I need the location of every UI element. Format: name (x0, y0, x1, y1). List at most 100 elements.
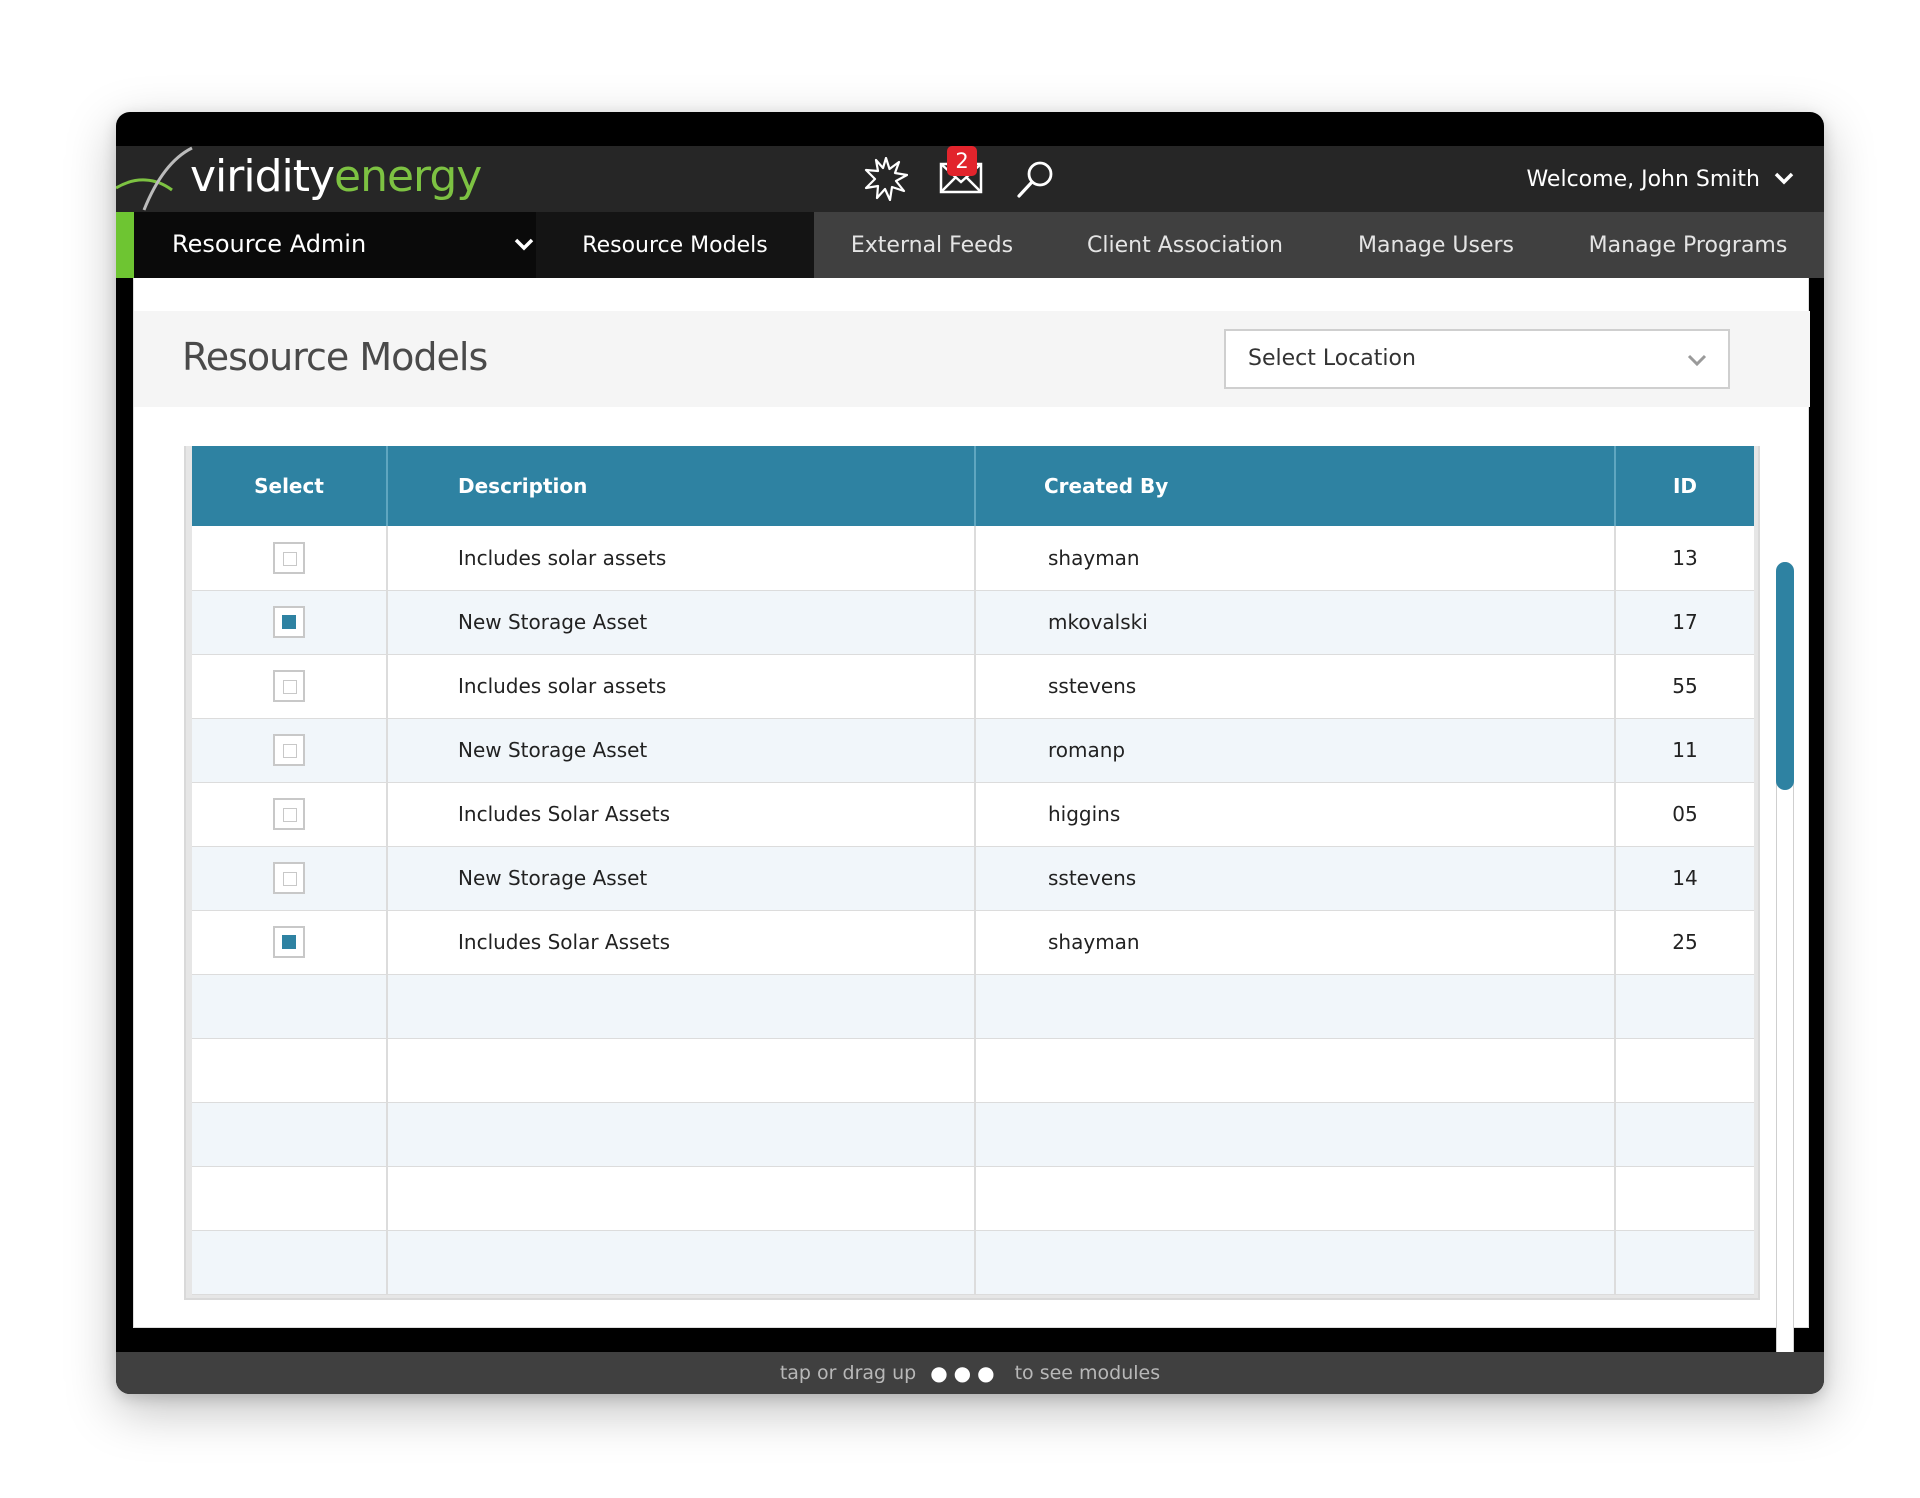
table-row[interactable]: Includes Solar Assets shayman 25 (192, 910, 1754, 975)
created-by-cell: mkovalski (975, 590, 1616, 655)
select-cell (192, 846, 388, 911)
row-checkbox[interactable] (273, 734, 305, 766)
top-bar: viridityenergy 2 (116, 146, 1824, 212)
empty-cell (192, 1102, 388, 1167)
mail-badge: 2 (947, 146, 977, 176)
search-icon[interactable] (1006, 146, 1066, 212)
description-cell: Includes Solar Assets (387, 910, 976, 975)
empty-table-row (192, 1166, 1754, 1231)
footer-hint-after: to see modules (1014, 1362, 1161, 1384)
id-cell: 13 (1615, 526, 1754, 591)
location-select-value: Select Location (1248, 346, 1416, 371)
empty-cell (1615, 1038, 1754, 1103)
id-cell: 25 (1615, 910, 1754, 975)
chevron-down-icon (1687, 354, 1707, 367)
tab-resource-models[interactable]: Resource Models (536, 212, 814, 278)
id-cell: 11 (1615, 718, 1754, 783)
id-cell: 14 (1615, 846, 1754, 911)
row-checkbox[interactable] (273, 670, 305, 702)
table-row[interactable]: New Storage Asset mkovalski 17 (192, 590, 1754, 655)
column-header-description[interactable]: Description (387, 446, 976, 526)
drag-dots-icon[interactable]: ●●● (930, 1361, 1001, 1385)
table-row[interactable]: Includes solar assets shayman 13 (192, 526, 1754, 591)
starburst-icon[interactable] (856, 146, 916, 212)
description-cell: New Storage Asset (387, 846, 976, 911)
select-cell (192, 654, 388, 719)
logo-swoosh-icon (116, 146, 193, 211)
column-header-select[interactable]: Select (192, 446, 388, 526)
table-row[interactable]: Includes Solar Assets higgins 05 (192, 782, 1754, 847)
empty-table-row (192, 1230, 1754, 1295)
created-by-cell: shayman (975, 910, 1616, 975)
empty-cell (192, 1038, 388, 1103)
description-cell: New Storage Asset (387, 718, 976, 783)
description-cell: Includes solar assets (387, 654, 976, 719)
empty-cell (387, 1166, 976, 1231)
id-cell: 05 (1615, 782, 1754, 847)
created-by-cell: higgins (975, 782, 1616, 847)
table-container: Select Description Created By ID Include… (184, 446, 1760, 1300)
row-checkbox[interactable] (273, 926, 305, 958)
row-checkbox[interactable] (273, 606, 305, 638)
empty-cell (1615, 1166, 1754, 1231)
empty-table-row (192, 1038, 1754, 1103)
app-window: viridityenergy 2 (116, 112, 1824, 1394)
table-header-row: Select Description Created By ID (192, 446, 1754, 526)
created-by-cell: shayman (975, 526, 1616, 591)
chevron-down-icon (1774, 172, 1794, 185)
empty-cell (1615, 1102, 1754, 1167)
location-select[interactable]: Select Location (1224, 329, 1730, 389)
column-header-created-by[interactable]: Created By (975, 446, 1616, 526)
table-row[interactable]: Includes solar assets sstevens 55 (192, 654, 1754, 719)
scrollbar-thumb[interactable] (1776, 562, 1794, 790)
description-cell: Includes Solar Assets (387, 782, 976, 847)
empty-cell (387, 1038, 976, 1103)
main-nav: Resource Admin Resource Models External … (116, 212, 1824, 278)
empty-cell (975, 1038, 1616, 1103)
table-row[interactable]: New Storage Asset romanp 11 (192, 718, 1754, 783)
chevron-down-icon (514, 238, 534, 251)
tab-manage-users[interactable]: Manage Users (1358, 232, 1514, 258)
description-cell: Includes solar assets (387, 526, 976, 591)
tab-external-feeds[interactable]: External Feeds (850, 232, 1014, 258)
select-cell (192, 526, 388, 591)
empty-cell (975, 974, 1616, 1039)
page-title: Resource Models (182, 335, 488, 379)
content-panel: Resource Models Select Location Selec (133, 278, 1810, 1328)
empty-cell (192, 1230, 388, 1295)
column-header-id[interactable]: ID (1615, 446, 1754, 526)
select-cell (192, 718, 388, 783)
logo-wordmark-energy: energy (334, 151, 482, 202)
id-cell: 55 (1615, 654, 1754, 719)
module-title: Resource Admin (172, 230, 367, 258)
table-row[interactable]: New Storage Asset sstevens 14 (192, 846, 1754, 911)
resource-models-table: Select Description Created By ID Include… (192, 446, 1754, 1295)
description-cell: New Storage Asset (387, 590, 976, 655)
empty-cell (387, 1230, 976, 1295)
select-cell (192, 590, 388, 655)
empty-cell (192, 974, 388, 1039)
user-menu[interactable]: Welcome, John Smith (1526, 146, 1794, 212)
empty-cell (387, 1102, 976, 1167)
empty-cell (975, 1230, 1616, 1295)
created-by-cell: sstevens (975, 846, 1616, 911)
empty-table-row (192, 974, 1754, 1039)
modules-drawer-handle[interactable]: tap or drag up ●●● to see modules (116, 1352, 1824, 1394)
logo-wordmark: viridityenergy (190, 151, 482, 202)
row-checkbox[interactable] (273, 862, 305, 894)
row-checkbox[interactable] (273, 798, 305, 830)
row-checkbox[interactable] (273, 541, 305, 574)
empty-cell (387, 974, 976, 1039)
empty-cell (1615, 974, 1754, 1039)
tab-manage-programs[interactable]: Manage Programs (1588, 232, 1788, 258)
logo-wordmark-viridity: viridity (190, 151, 335, 202)
footer-hint-before: tap or drag up (779, 1362, 917, 1384)
id-cell: 17 (1615, 590, 1754, 655)
page-header: Resource Models Select Location (134, 311, 1810, 407)
tab-client-association[interactable]: Client Association (1087, 232, 1283, 258)
empty-cell (1615, 1230, 1754, 1295)
module-switcher[interactable]: Resource Admin (116, 212, 536, 278)
empty-cell (975, 1102, 1616, 1167)
welcome-text: Welcome, John Smith (1526, 166, 1760, 192)
brand-logo[interactable]: viridityenergy (116, 146, 536, 212)
